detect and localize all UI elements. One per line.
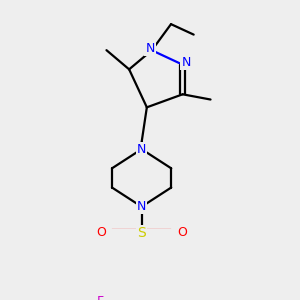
Text: N: N xyxy=(137,200,146,213)
Text: N: N xyxy=(137,143,146,156)
Text: S: S xyxy=(137,226,146,240)
Text: O: O xyxy=(97,226,106,239)
Text: N: N xyxy=(146,42,155,55)
Text: N: N xyxy=(182,56,191,69)
Text: F: F xyxy=(97,295,104,300)
Text: O: O xyxy=(177,226,187,239)
